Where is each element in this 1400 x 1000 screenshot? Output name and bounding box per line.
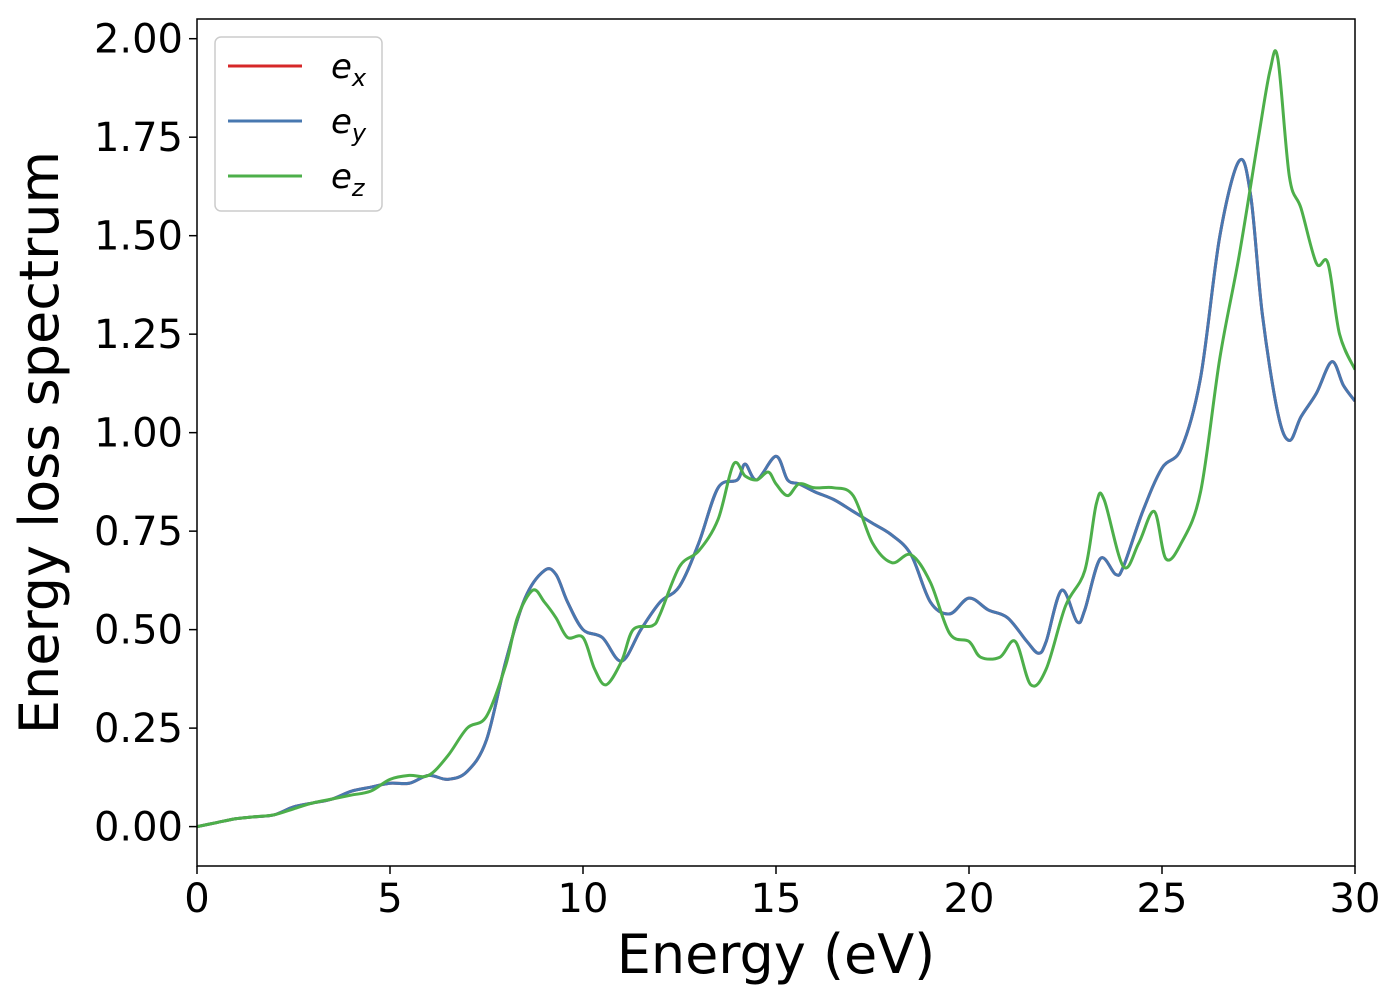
y-tick-label: 1.00 — [94, 411, 183, 457]
x-tick-label: 20 — [944, 876, 995, 922]
x-tick-label: 5 — [377, 876, 402, 922]
x-tick-label: 30 — [1330, 876, 1381, 922]
y-tick-label: 1.25 — [94, 312, 183, 358]
x-axis-label: Energy (eV) — [617, 923, 936, 986]
legend-box — [214, 36, 383, 212]
x-tick-label: 25 — [1137, 876, 1188, 922]
y-tick-label: 0.75 — [94, 509, 183, 555]
y-tick-label: 1.75 — [94, 115, 183, 161]
y-axis-ticks: 0.00 0.25 0.50 0.75 1.00 1.25 1.50 1.75 2.00 — [94, 17, 197, 851]
y-tick-label: 1.50 — [94, 214, 183, 260]
y-axis-label: Energy loss spectrum — [8, 151, 71, 734]
legend-label-ez: ez — [331, 157, 366, 202]
y-tick-label: 0.00 — [94, 805, 183, 851]
x-axis-ticks: 0 5 10 15 20 25 30 — [184, 866, 1380, 922]
x-tick-label: 0 — [184, 876, 209, 922]
x-tick-label: 10 — [558, 876, 609, 922]
series-line-ez — [197, 49, 1355, 829]
legend-label-ex: ex — [331, 47, 367, 92]
legend: ex ey ez — [214, 36, 383, 212]
y-tick-label: 2.00 — [94, 17, 183, 63]
legend-label-ey: ey — [331, 102, 367, 147]
y-tick-label: 0.50 — [94, 608, 183, 654]
y-tick-label: 0.25 — [94, 706, 183, 752]
x-tick-label: 15 — [751, 876, 802, 922]
